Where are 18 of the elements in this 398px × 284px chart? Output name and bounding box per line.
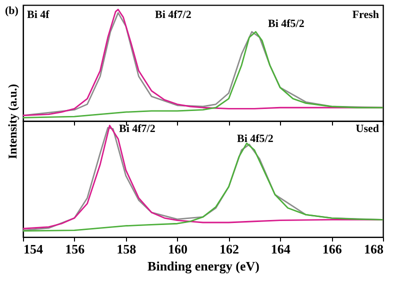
x-tick-label: 158 xyxy=(116,242,137,256)
x-axis-title: Binding energy (eV) xyxy=(148,258,260,274)
x-tick-label: 162 xyxy=(219,242,239,256)
y-axis-title: Intensity (a.u.) xyxy=(6,84,20,160)
text: (b) xyxy=(5,5,19,17)
x-tick-label: 156 xyxy=(65,242,86,256)
annotation: Bi 4f7/2 xyxy=(155,9,192,21)
x-tick-label: 168 xyxy=(364,242,384,256)
annotation: Bi 4f7/2 xyxy=(119,123,156,135)
x-tick-label: 166 xyxy=(322,242,342,256)
x-tick-label: 164 xyxy=(270,242,291,256)
annotation: Bi 4f5/2 xyxy=(237,133,274,145)
annotation: Bi 4f5/2 xyxy=(268,18,305,30)
x-tick-label: 154 xyxy=(24,242,44,256)
annotation: Used xyxy=(356,123,379,135)
annotation: Fresh xyxy=(352,9,379,21)
annotation: Bi 4f xyxy=(27,9,50,21)
x-tick-label: 160 xyxy=(168,242,188,256)
